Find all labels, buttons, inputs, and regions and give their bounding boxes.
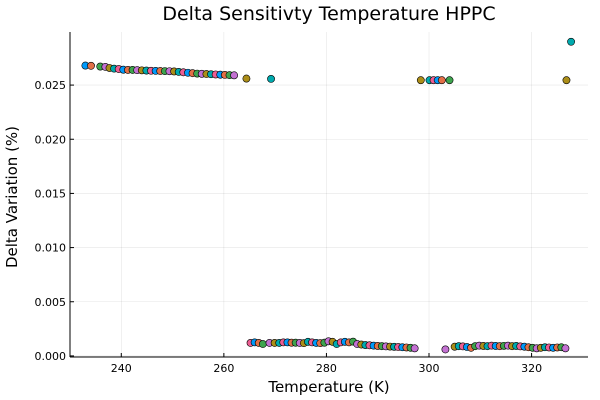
data-point [267, 75, 275, 83]
y-tick-label: 0.000 [35, 350, 67, 363]
data-point [567, 37, 575, 46]
x-axis-title: Temperature (K) [267, 378, 389, 396]
data-point [562, 76, 571, 85]
ticks-layer: 240 260 280 300 320 0.000 0.005 0.010 0.015 0.020… [35, 79, 543, 375]
y-tick-label: 0.005 [35, 296, 67, 309]
x-tick-label: 320 [521, 362, 542, 375]
data-point [258, 340, 267, 348]
x-tick-label: 300 [419, 362, 440, 375]
chart-title: Delta Sensitivty Temperature HPPC [162, 3, 495, 25]
data-point [242, 74, 251, 83]
data-point [87, 61, 95, 70]
x-tick-label: 240 [111, 362, 132, 375]
data-point [561, 344, 570, 353]
y-tick-label: 0.020 [35, 133, 67, 146]
data-point [410, 344, 419, 353]
data-point [441, 345, 450, 354]
y-tick-label: 0.010 [35, 242, 67, 255]
data-point [230, 71, 239, 80]
y-tick-label: 0.025 [35, 79, 67, 92]
data-point [416, 76, 425, 85]
data-point [437, 76, 446, 85]
x-tick-label: 260 [213, 362, 234, 375]
y-tick-label: 0.015 [35, 187, 67, 200]
points-layer [81, 37, 575, 354]
axes-layer [69, 32, 588, 358]
grid-layer [70, 32, 588, 357]
x-tick-label: 280 [316, 362, 337, 375]
data-point [445, 76, 454, 85]
y-axis-title: Delta Variation (%) [3, 126, 21, 268]
